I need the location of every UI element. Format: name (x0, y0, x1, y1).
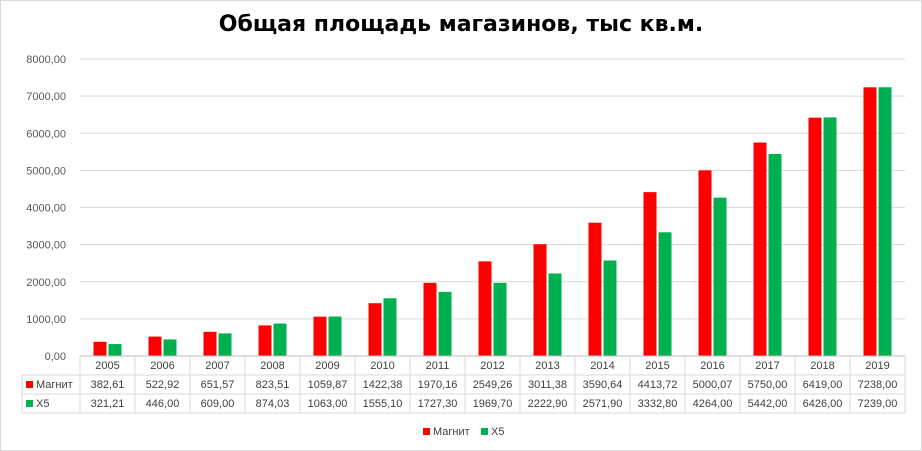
data-label: 1063,00 (308, 398, 348, 410)
bar-x5 (713, 197, 727, 356)
bar-magnit (588, 222, 602, 356)
bar-magnit (93, 341, 107, 356)
data-label: 651,57 (201, 379, 235, 391)
data-label: 3011,38 (528, 379, 567, 391)
data-label: 4264,00 (693, 398, 733, 410)
category-label: 2017 (755, 360, 779, 372)
bar-x5 (658, 232, 672, 356)
bar-magnit (368, 303, 382, 356)
data-label: 321,21 (91, 398, 125, 410)
y-axis: 0,00 1000,00 2000,00 3000,00 4000,00 5000,00 6… (26, 54, 66, 363)
bar-magnit (698, 170, 712, 356)
data-label: 5000,07 (693, 379, 733, 391)
table-legend-key (26, 400, 33, 407)
bar-magnit (423, 282, 437, 356)
bar-x5 (108, 344, 122, 356)
bar-magnit (478, 261, 492, 356)
data-table: 2005 2006 2007 2008 2009 2010 2011 2012 2013 2014… (21, 355, 906, 414)
y-tick-label: 7000,00 (26, 91, 66, 103)
category-label: 2013 (535, 360, 559, 372)
bar-x5 (328, 316, 342, 356)
data-label: 6419,00 (803, 379, 843, 391)
data-label: 446,00 (146, 398, 180, 410)
y-tick-label: 6000,00 (26, 128, 66, 140)
category-label: 2005 (95, 360, 119, 372)
data-label: 2571,90 (583, 398, 623, 410)
table-series-name: Магнит (36, 379, 73, 391)
bar-x5 (218, 333, 232, 356)
category-label: 2015 (645, 360, 669, 372)
bar-x5 (273, 323, 287, 356)
data-label: 6426,00 (803, 398, 843, 410)
gridlines (80, 58, 905, 320)
category-label: 2016 (700, 360, 724, 372)
data-label: 1969,70 (473, 398, 513, 410)
legend: Магнит X5 (423, 426, 504, 438)
data-label: 1555,10 (363, 398, 403, 410)
bar-x5 (548, 273, 562, 356)
data-label: 4413,72 (638, 379, 678, 391)
category-label: 2008 (260, 360, 284, 372)
data-label: 874,03 (256, 398, 290, 410)
table-series-name: X5 (36, 398, 49, 410)
category-label: 2019 (865, 360, 889, 372)
data-label: 823,51 (256, 379, 290, 391)
data-label: 7239,00 (858, 398, 898, 410)
category-label: 2012 (480, 360, 504, 372)
y-tick-label: 2000,00 (26, 277, 66, 289)
data-label: 1422,38 (363, 379, 403, 391)
y-tick-label: 4000,00 (26, 203, 66, 215)
bar-magnit (808, 117, 822, 356)
bar-magnit (863, 87, 877, 357)
data-label: 1727,30 (418, 398, 458, 410)
data-label: 522,92 (146, 379, 180, 391)
y-tick-label: 5000,00 (26, 165, 66, 177)
category-label: 2009 (315, 360, 339, 372)
y-tick-label: 1000,00 (26, 314, 66, 326)
bar-magnit (643, 192, 657, 356)
bar-magnit (203, 331, 217, 356)
y-tick-label: 0,00 (45, 351, 66, 363)
y-tick-label: 8000,00 (26, 54, 66, 66)
bar-x5 (603, 260, 617, 356)
category-label: 2010 (370, 360, 394, 372)
chart-title: Общая площадь магазинов, тыс кв.м. (218, 12, 704, 37)
category-label: 2011 (426, 360, 450, 372)
data-label: 1059,87 (308, 379, 348, 391)
data-label: 1970,16 (418, 379, 458, 391)
bar-magnit (533, 244, 547, 356)
bar-x5 (823, 117, 837, 356)
bar-x5 (163, 339, 177, 356)
category-label: 2018 (810, 360, 834, 372)
bar-x5 (383, 298, 397, 356)
bars (93, 87, 892, 357)
data-label: 5442,00 (748, 398, 788, 410)
bar-magnit (313, 316, 327, 356)
table-legend-key (26, 381, 33, 388)
data-label: 382,61 (91, 379, 125, 391)
y-tick-label: 3000,00 (26, 240, 66, 252)
bar-x5 (438, 291, 452, 356)
bar-x5 (768, 153, 782, 356)
legend-label: Магнит (433, 426, 470, 438)
data-label: 7238,00 (858, 379, 898, 391)
data-label: 2549,26 (473, 379, 513, 391)
category-label: 2007 (205, 360, 229, 372)
data-label: 5750,00 (748, 379, 788, 391)
legend-key (481, 428, 488, 435)
legend-key (423, 428, 430, 435)
bar-magnit (753, 142, 767, 356)
category-label: 2014 (590, 360, 614, 372)
bar-x5 (493, 282, 507, 356)
bar-magnit (148, 336, 162, 356)
data-label: 3332,80 (638, 398, 678, 410)
bar-x5 (878, 87, 892, 356)
bar-magnit (258, 325, 272, 356)
data-label: 2222,90 (528, 398, 568, 410)
legend-label: X5 (491, 426, 504, 438)
data-label: 3590,64 (583, 379, 623, 391)
category-label: 2006 (150, 360, 174, 372)
data-label: 609,00 (201, 398, 235, 410)
